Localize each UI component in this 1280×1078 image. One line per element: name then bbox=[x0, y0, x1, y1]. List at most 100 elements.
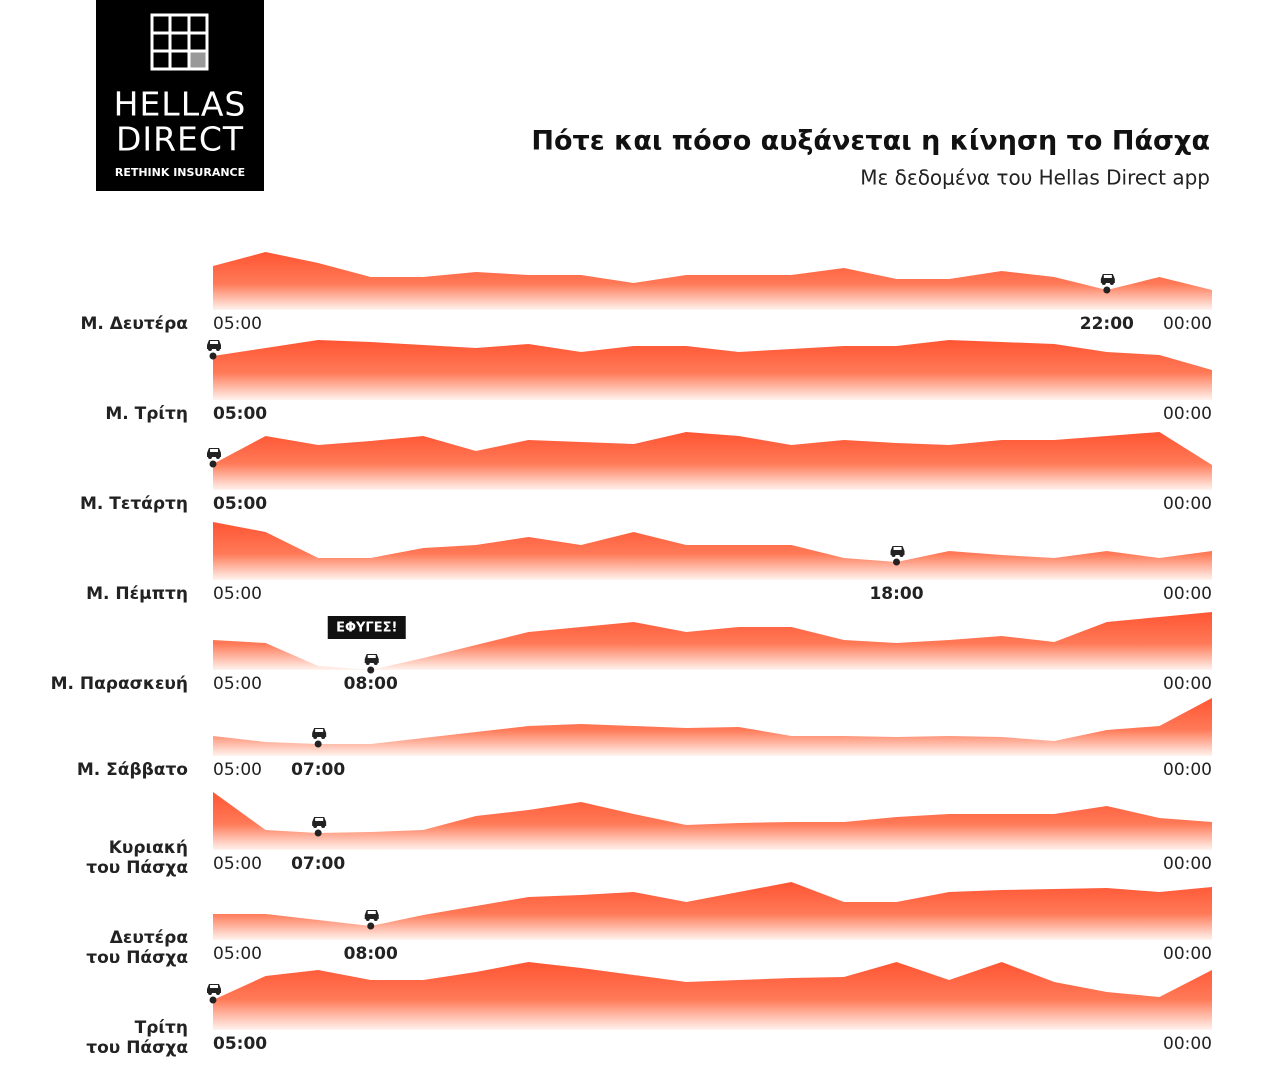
day-label: Μ. Τετάρτη bbox=[80, 494, 188, 514]
area bbox=[213, 698, 1212, 756]
highlight-dot bbox=[314, 829, 322, 837]
car-window bbox=[1103, 275, 1112, 278]
car-wheel bbox=[373, 917, 378, 921]
car-wheel bbox=[208, 455, 212, 459]
car-window bbox=[367, 911, 376, 914]
car-icon bbox=[364, 654, 379, 665]
car-wheel bbox=[216, 455, 220, 459]
area bbox=[213, 612, 1212, 670]
x-tick-label: 05:00 bbox=[213, 1034, 267, 1054]
car-window bbox=[315, 729, 324, 732]
car-icon bbox=[207, 984, 221, 995]
day-label: Μ. Τρίτη bbox=[105, 404, 188, 424]
area bbox=[213, 522, 1212, 580]
car-window bbox=[210, 985, 218, 988]
x-tick-label: 07:00 bbox=[291, 760, 345, 780]
x-tick-label: 00:00 bbox=[1163, 404, 1212, 424]
tagline: RETHINK INSURANCE bbox=[115, 166, 245, 179]
x-tick-label: 05:00 bbox=[213, 584, 262, 604]
car-icon bbox=[1100, 274, 1115, 285]
car-wheel bbox=[365, 917, 370, 921]
highlight-dot bbox=[893, 558, 901, 566]
area bbox=[213, 792, 1212, 850]
x-tick-label: 05:00 bbox=[213, 404, 267, 424]
x-tick-label: 00:00 bbox=[1163, 854, 1212, 874]
x-tick-label: 00:00 bbox=[1163, 760, 1212, 780]
x-tick-label: 05:00 bbox=[213, 944, 262, 964]
x-tick-label: 08:00 bbox=[344, 674, 398, 694]
car-icon bbox=[890, 546, 905, 557]
car-wheel bbox=[321, 824, 326, 828]
area bbox=[213, 340, 1212, 400]
x-tick-label: 18:00 bbox=[869, 584, 923, 604]
x-tick-label: 05:00 bbox=[213, 494, 267, 514]
x-tick-label: 00:00 bbox=[1163, 1034, 1212, 1054]
day-label: Κυριακή bbox=[109, 838, 188, 858]
highlight-dot bbox=[367, 666, 375, 674]
car-window bbox=[210, 341, 218, 344]
car-icon bbox=[207, 340, 221, 351]
x-tick-label: 00:00 bbox=[1163, 944, 1212, 964]
x-tick-label: 00:00 bbox=[1163, 314, 1212, 334]
day-label: του Πάσχα bbox=[86, 1038, 188, 1058]
title: Πότε και πόσο αυξάνεται η κίνηση το Πάσχ… bbox=[531, 126, 1210, 157]
car-window bbox=[893, 547, 902, 550]
car-wheel bbox=[313, 735, 318, 739]
car-wheel bbox=[216, 991, 220, 995]
highlight-dot bbox=[209, 460, 217, 468]
highlight-dot bbox=[314, 740, 322, 748]
x-tick-label: 00:00 bbox=[1163, 494, 1212, 514]
day-label: Μ. Δευτέρα bbox=[80, 314, 188, 334]
highlight-dot bbox=[1103, 286, 1111, 294]
car-wheel bbox=[1101, 281, 1106, 285]
car-icon bbox=[207, 448, 221, 459]
subtitle: Με δεδομένα του Hellas Direct app bbox=[860, 166, 1210, 190]
annotation-box bbox=[327, 616, 406, 639]
car-window bbox=[210, 449, 218, 452]
car-wheel bbox=[891, 553, 896, 557]
brand: HELLAS bbox=[114, 85, 247, 124]
x-tick-label: 05:00 bbox=[213, 760, 262, 780]
area bbox=[213, 882, 1212, 940]
x-tick-label: 05:00 bbox=[213, 674, 262, 694]
car-window bbox=[367, 655, 376, 658]
car-wheel bbox=[208, 347, 212, 351]
car-wheel bbox=[216, 347, 220, 351]
car-wheel bbox=[899, 553, 904, 557]
x-tick-label: 05:00 bbox=[213, 854, 262, 874]
day-label: του Πάσχα bbox=[86, 858, 188, 878]
area bbox=[213, 252, 1212, 310]
day-label: Τρίτη bbox=[135, 1018, 188, 1038]
x-tick-label: 00:00 bbox=[1163, 584, 1212, 604]
day-label: Μ. Πέμπτη bbox=[86, 584, 188, 604]
car-wheel bbox=[373, 661, 378, 665]
brand: DIRECT bbox=[116, 120, 244, 159]
area bbox=[213, 432, 1212, 490]
car-wheel bbox=[313, 824, 318, 828]
logo: HELLAS DIRECT RETHINK INSURANCE bbox=[96, 0, 264, 191]
day-label: του Πάσχα bbox=[86, 948, 188, 968]
x-tick-label: 22:00 bbox=[1080, 314, 1134, 334]
car-icon bbox=[312, 728, 327, 739]
highlight-dot bbox=[367, 922, 375, 930]
car-window bbox=[315, 818, 324, 821]
x-tick-label: 08:00 bbox=[344, 944, 398, 964]
car-wheel bbox=[321, 735, 326, 739]
car-icon bbox=[364, 910, 379, 921]
highlight-dot bbox=[209, 996, 217, 1004]
day-label: Μ. Παρασκευή bbox=[51, 674, 188, 694]
annotation: ΕΦΥΓΕΣ! bbox=[336, 621, 397, 636]
car-icon bbox=[312, 817, 327, 828]
day-label: Μ. Σάββατο bbox=[77, 760, 188, 780]
x-tick-label: 07:00 bbox=[291, 854, 345, 874]
car-wheel bbox=[365, 661, 370, 665]
logo-grid bbox=[150, 13, 209, 71]
area bbox=[213, 962, 1212, 1030]
car-wheel bbox=[208, 991, 212, 995]
x-tick-label: 00:00 bbox=[1163, 674, 1212, 694]
highlight-dot bbox=[209, 352, 217, 360]
day-label: Δευτέρα bbox=[110, 928, 188, 948]
car-wheel bbox=[1109, 281, 1114, 285]
x-tick-label: 05:00 bbox=[213, 314, 262, 334]
